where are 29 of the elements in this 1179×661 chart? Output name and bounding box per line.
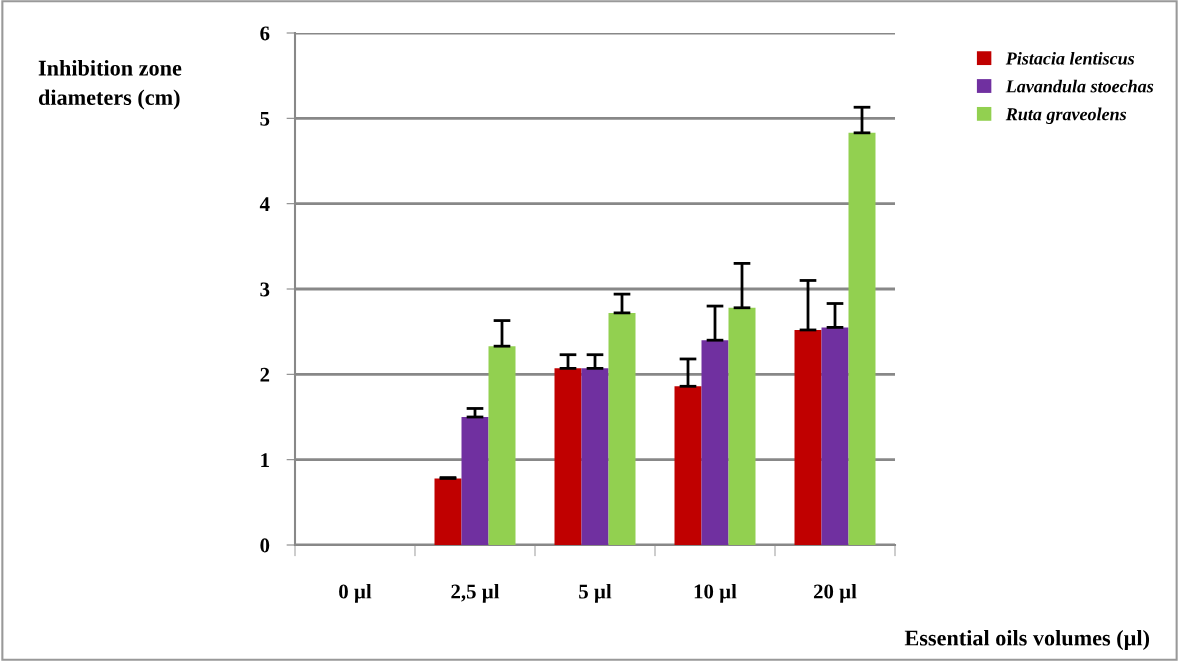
- x-tick-label: 20 µl: [813, 583, 857, 603]
- legend-label: Ruta graveolens: [1005, 107, 1127, 124]
- bar: [848, 132, 876, 545]
- legend-label: Pistacia lentiscus: [1005, 51, 1135, 65]
- bar: [701, 340, 729, 545]
- y-tick-label: 5: [260, 111, 270, 126]
- legend-label: Lavandula stoechas: [1005, 79, 1154, 93]
- y-axis-title: Inhibition zone diameters (cm): [38, 60, 182, 110]
- bar: [434, 478, 462, 545]
- y-tick-label: 3: [260, 282, 270, 297]
- bar: [554, 368, 582, 545]
- y-tick-label: 4: [259, 197, 270, 211]
- bar: [674, 386, 702, 545]
- bar: [608, 312, 636, 545]
- bar: [488, 346, 516, 545]
- x-tick-label: 5 µl: [579, 583, 612, 603]
- bar: [581, 368, 609, 545]
- y-tick-label: 0: [260, 538, 270, 553]
- x-tick-label: 2,5 µl: [451, 583, 500, 603]
- bar: [461, 417, 489, 545]
- y-tick-label: 2: [260, 367, 270, 382]
- x-tick-label: 10 µl: [694, 583, 737, 603]
- bar: [728, 307, 756, 545]
- y-tick-label: 6: [260, 26, 270, 41]
- bar: [821, 327, 849, 545]
- x-tick-label: 0 µl: [339, 583, 372, 603]
- y-tick-label: 1: [261, 453, 269, 467]
- bar: [794, 329, 822, 545]
- x-axis-title: Essential oils volumes (µl): [904, 629, 1150, 651]
